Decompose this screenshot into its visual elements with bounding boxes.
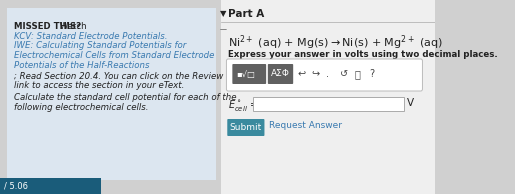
FancyBboxPatch shape	[7, 8, 216, 180]
Text: MISSED THIS?: MISSED THIS?	[13, 22, 81, 31]
FancyBboxPatch shape	[227, 119, 265, 136]
Text: Ni$^{2+}$ (aq) + Mg(s)$\rightarrow$Ni(s) + Mg$^{2+}$ (aq): Ni$^{2+}$ (aq) + Mg(s)$\rightarrow$Ni(s)…	[228, 33, 443, 52]
Text: .: .	[326, 69, 329, 79]
Text: Electrochemical Cells from Standard Electrode: Electrochemical Cells from Standard Elec…	[13, 51, 214, 60]
Text: Watch: Watch	[58, 22, 87, 31]
Text: ↺: ↺	[340, 69, 349, 79]
Text: V: V	[407, 98, 415, 108]
FancyBboxPatch shape	[268, 64, 293, 84]
Text: ↩: ↩	[297, 69, 305, 79]
Text: Request Answer: Request Answer	[269, 121, 341, 130]
FancyBboxPatch shape	[221, 0, 435, 194]
Text: ?: ?	[369, 69, 374, 79]
FancyBboxPatch shape	[232, 64, 266, 84]
Text: ; Read Section 20.4. You can click on the Review: ; Read Section 20.4. You can click on th…	[13, 72, 223, 81]
Text: ↪: ↪	[312, 69, 320, 79]
Text: ΑΣΦ: ΑΣΦ	[271, 69, 290, 79]
Text: Submit: Submit	[230, 123, 262, 132]
FancyBboxPatch shape	[253, 97, 404, 111]
Text: $E^\circ_{cell}$ =: $E^\circ_{cell}$ =	[228, 98, 259, 113]
Text: following electrochemical cells.: following electrochemical cells.	[13, 102, 148, 112]
Text: Part A: Part A	[228, 9, 264, 19]
Text: IWE: Calculating Standard Potentials for: IWE: Calculating Standard Potentials for	[13, 42, 186, 50]
Text: —: —	[220, 26, 227, 32]
Text: ▼: ▼	[220, 9, 226, 18]
Text: link to access the section in your eText.: link to access the section in your eText…	[13, 81, 184, 90]
Text: ⬜: ⬜	[355, 69, 360, 79]
Text: Potentials of the Half-Reactions: Potentials of the Half-Reactions	[13, 61, 149, 69]
FancyBboxPatch shape	[227, 59, 422, 91]
Text: ▪√□: ▪√□	[236, 69, 255, 79]
Text: / 5.06: / 5.06	[4, 182, 28, 191]
Text: Express your answer in volts using two decimal places.: Express your answer in volts using two d…	[228, 50, 498, 59]
FancyBboxPatch shape	[0, 178, 101, 194]
Text: KCV: Standard Electrode Potentials.: KCV: Standard Electrode Potentials.	[13, 32, 167, 41]
Text: Calculate the standard cell potential for each of the: Calculate the standard cell potential fo…	[13, 93, 236, 102]
